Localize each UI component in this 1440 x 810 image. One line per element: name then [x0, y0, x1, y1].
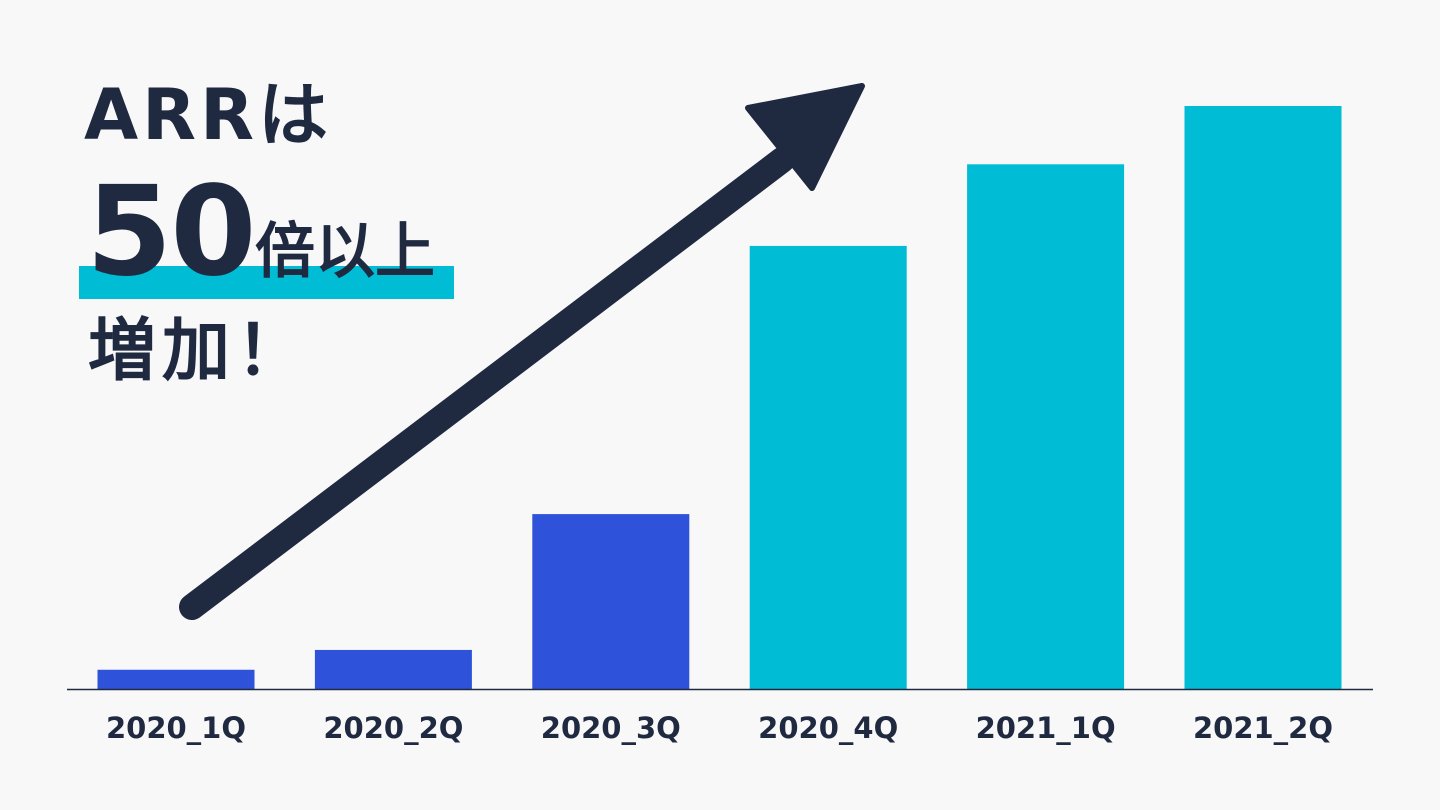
headline-multiplier: 倍以上	[255, 217, 435, 287]
highlight-bar	[79, 266, 454, 299]
bar-2020_4Q	[749, 245, 907, 690]
headline-line1: ARRは	[84, 74, 332, 156]
bar-2021_1Q	[967, 164, 1125, 690]
arrow-shaft	[179, 147, 795, 620]
bars-group	[97, 106, 1342, 690]
arrow-head	[745, 83, 865, 191]
bar-2020_1Q	[97, 669, 255, 689]
x-tick-label: 2020_1Q	[106, 711, 246, 745]
x-tick-label: 2020_2Q	[323, 711, 463, 745]
headline-line3: 増加！	[88, 312, 311, 391]
x-tick-label: 2020_4Q	[758, 711, 898, 745]
bar-2021_2Q	[1184, 106, 1342, 689]
headline: ARRは 50 倍以上 増加！	[0, 0, 520, 420]
x-tick-label: 2021_1Q	[976, 711, 1116, 745]
bar-2020_3Q	[532, 514, 690, 689]
trend-arrow	[179, 83, 865, 620]
x-tick-label: 2021_2Q	[1193, 711, 1333, 745]
x-tick-label: 2020_3Q	[541, 711, 681, 745]
headline-number: 50	[86, 160, 257, 304]
bar-2020_2Q	[314, 649, 472, 689]
x-tick-labels: 2020_1Q 2020_2Q 2020_3Q 2020_4Q 2021_1Q 2021_…	[106, 711, 1333, 745]
